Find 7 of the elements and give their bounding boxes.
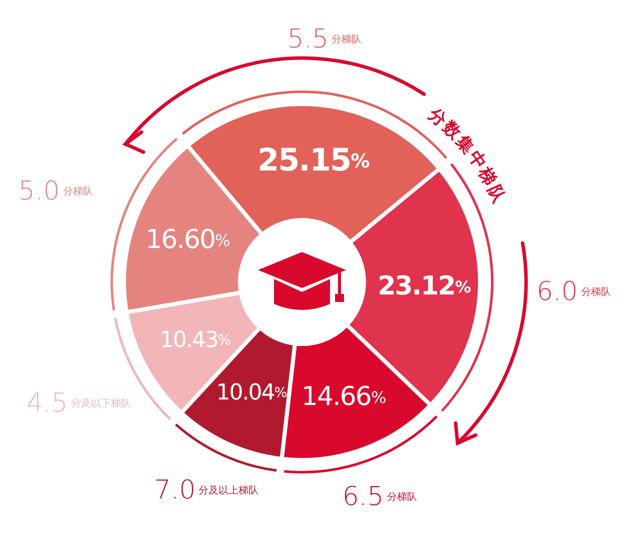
data-label: 23.12% xyxy=(378,272,471,302)
data-label: 16.60% xyxy=(146,225,230,256)
text: 分数集中梯队 xyxy=(424,104,510,208)
data-label: 14.66% xyxy=(302,382,386,412)
data-label: 10.04% xyxy=(216,380,288,406)
data-label: 25.15% xyxy=(258,142,370,179)
data-label: 10.43% xyxy=(160,328,231,353)
